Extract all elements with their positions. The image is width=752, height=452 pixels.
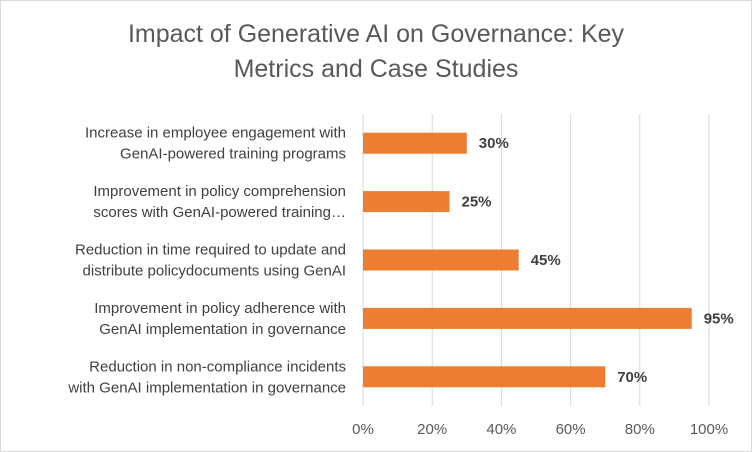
bar-0 — [363, 132, 467, 154]
chart-title-line-1: Impact of Generative AI on Governance: K… — [127, 20, 625, 48]
category-label-3: Improvement in policy adherence with GenA… — [94, 300, 346, 338]
category-label-3-line-0: Improvement in policy adherence with — [94, 300, 346, 317]
data-label-3: 95% — [704, 310, 734, 327]
category-label-1: Improvement in policy comprehension score… — [93, 183, 346, 221]
data-label-2: 45% — [531, 252, 561, 269]
category-label-4-line-0: Reduction in non-compliance incidents — [89, 358, 346, 375]
category-label-3-line-1: GenAI implementation in governance — [99, 321, 346, 338]
category-label-1-line-0: Improvement in policy comprehension — [93, 183, 346, 200]
x-tick-label-1: 20% — [417, 421, 447, 438]
data-label-0: 30% — [479, 135, 509, 152]
data-label-4: 70% — [617, 369, 647, 386]
bar-1 — [363, 191, 450, 213]
x-tick-label-3: 60% — [556, 421, 586, 438]
chart-title: Impact of Generative AI on Governance: K… — [1, 17, 751, 87]
bar-4 — [363, 366, 606, 388]
category-label-0-line-0: Increase in employee engagement with — [85, 125, 346, 142]
category-label-2: Reduction in time required to update and… — [75, 242, 346, 280]
category-label-2-line-1: distribute policydocuments using GenAI — [83, 263, 346, 280]
category-label-0-line-1: GenAI-powered training programs — [120, 146, 346, 163]
bar-3 — [363, 307, 692, 329]
category-label-4: Reduction in non-compliance incidents wit… — [67, 358, 346, 396]
bar-2 — [363, 249, 519, 271]
x-tick-label-4: 80% — [625, 421, 655, 438]
category-label-4-line-1: with GenAI implementation in governance — [67, 379, 346, 396]
x-tick-label-2: 40% — [486, 421, 516, 438]
category-label-2-line-0: Reduction in time required to update and — [75, 242, 346, 259]
data-label-1: 25% — [462, 194, 492, 211]
category-label-0: Increase in employee engagement with GenA… — [85, 125, 346, 163]
x-tick-label-0: 0% — [352, 421, 374, 438]
chart-title-line-2: Metrics and Case Studies — [233, 55, 519, 83]
x-tick-label-5: 100% — [690, 421, 728, 438]
category-label-1-line-1: scores with GenAI-powered training… — [93, 204, 346, 221]
